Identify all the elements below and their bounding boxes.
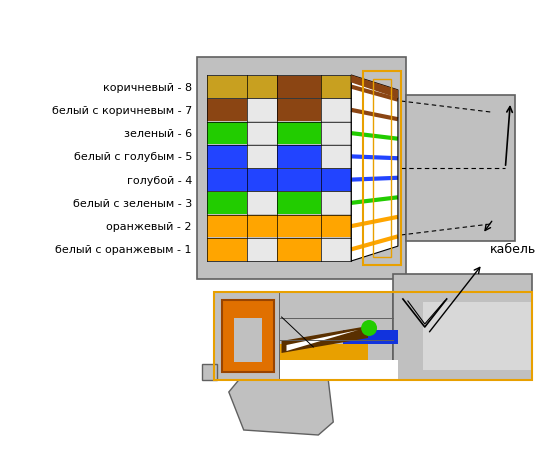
Bar [207, 239, 351, 261]
Bar [207, 192, 351, 215]
Polygon shape [282, 326, 368, 353]
Text: голубой - 4: голубой - 4 [127, 175, 192, 185]
Bar [277, 192, 321, 215]
Text: белый с коричневым - 7: белый с коричневым - 7 [52, 106, 192, 115]
Bar [277, 123, 321, 145]
Bar [207, 76, 351, 98]
Text: белый с голубым - 5: белый с голубым - 5 [73, 152, 192, 162]
Bar [222, 300, 273, 372]
Text: зеленый - 6: зеленый - 6 [124, 129, 192, 139]
Bar [277, 239, 321, 261]
Bar [207, 169, 247, 191]
Bar [406, 96, 515, 241]
Text: белый с оранжевым - 1: белый с оранжевым - 1 [55, 245, 192, 255]
Bar [207, 216, 247, 238]
Bar [277, 169, 321, 191]
Bar [207, 100, 351, 122]
Polygon shape [351, 76, 398, 262]
Polygon shape [351, 76, 398, 99]
Bar [423, 302, 532, 370]
Bar [373, 80, 391, 258]
Bar [202, 364, 217, 380]
Bar [207, 192, 247, 215]
Text: белый с зеленым - 3: белый с зеленым - 3 [73, 198, 192, 208]
Bar [278, 360, 398, 380]
Bar [277, 216, 321, 238]
Text: оранжевый - 2: оранжевый - 2 [106, 221, 192, 232]
Bar [207, 100, 247, 122]
Bar [277, 146, 321, 168]
Circle shape [361, 320, 377, 336]
Bar [207, 216, 351, 238]
Bar [207, 239, 247, 261]
Bar [393, 274, 532, 380]
Bar [207, 146, 351, 168]
Bar [214, 292, 532, 380]
Polygon shape [229, 380, 333, 435]
Text: кабель: кабель [489, 243, 536, 256]
Bar [207, 169, 351, 191]
Bar [207, 76, 247, 98]
Bar [234, 318, 261, 362]
Bar [277, 100, 321, 122]
Bar [214, 292, 393, 380]
Polygon shape [287, 330, 358, 351]
Bar [343, 330, 398, 344]
Bar [207, 123, 247, 145]
Bar [207, 146, 247, 168]
Bar [207, 123, 351, 145]
Bar [278, 344, 368, 360]
Bar [363, 72, 401, 265]
Bar [197, 58, 406, 279]
Bar [277, 76, 321, 98]
Text: коричневый - 8: коричневый - 8 [103, 83, 192, 92]
